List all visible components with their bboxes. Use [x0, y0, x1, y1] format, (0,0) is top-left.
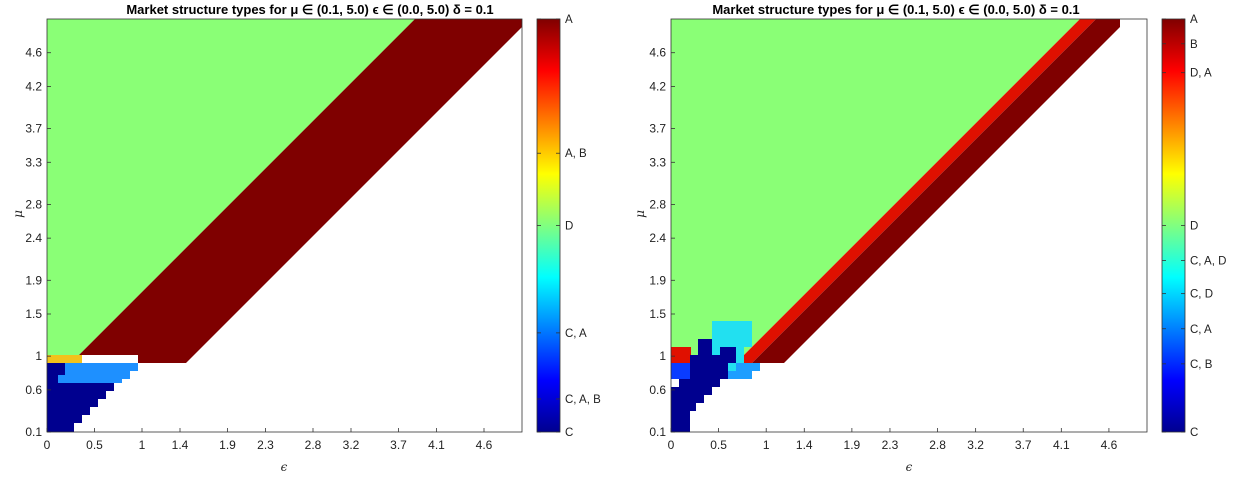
left-heatmap-panel: Market structure types for μ ∈ (0.1, 5.0… [11, 2, 601, 474]
y-tick-label: 4.6 [25, 46, 42, 60]
right-region-ca [728, 363, 760, 379]
y-tick-label: 4.2 [649, 79, 666, 93]
colorbar-label: C, A, B [565, 394, 601, 406]
right-region-c-lower [671, 400, 690, 432]
left-plot-area [46, 18, 523, 433]
left-heatmap-cells [47, 19, 522, 432]
y-tick-label: 4.2 [25, 79, 42, 93]
x-tick-label: 1.9 [219, 438, 236, 452]
right-y-axis: 0.1 0.6 1 1.5 1.9 2.4 2.8 3.3 3.7 4.2 4.6 [649, 46, 675, 439]
right-heatmap-cells [671, 19, 1120, 432]
y-tick-label: 1.9 [649, 273, 666, 287]
colorbar-label: C [565, 427, 573, 439]
y-tick-label: 2.8 [25, 197, 42, 211]
y-tick-label: 2.4 [25, 231, 42, 245]
y-tick-label: 3.7 [649, 122, 666, 136]
x-tick-label: 0.5 [86, 438, 103, 452]
right-x-axis: 0 0.5 1 1.4 1.9 2.3 2.8 3.2 3.7 4.1 4.6 [668, 428, 1118, 452]
right-heatmap-panel: Market structure types for μ ∈ (0.1, 5.0… [633, 2, 1226, 474]
left-region-ca [58, 363, 138, 383]
y-tick-label: 0.6 [649, 383, 666, 397]
x-tick-label: 4.6 [1101, 438, 1118, 452]
x-tick-label: 3.7 [1015, 438, 1032, 452]
left-y-axis: 0.1 0.6 1 1.5 1.9 2.4 2.8 3.3 3.7 4.2 4.6 [25, 46, 51, 439]
y-tick-label: 1.5 [25, 307, 42, 321]
right-colorbar-labels: A B D, A D C, A, D C, D C, A C, B C [1162, 14, 1226, 439]
left-x-axis-label: ϵ [281, 460, 288, 474]
colorbar-label: C, D [1190, 289, 1213, 301]
left-region-c [47, 363, 114, 432]
left-y-axis-label: μ [11, 210, 25, 218]
x-tick-label: 2.8 [929, 438, 946, 452]
x-tick-label: 2.3 [257, 438, 274, 452]
left-region-d [47, 19, 415, 355]
left-colorbar: A A, B D C, A C, A, B C [536, 14, 601, 439]
x-tick-label: 4.6 [476, 438, 493, 452]
right-chart-title: Market structure types for μ ∈ (0.1, 5.0… [712, 2, 1079, 17]
colorbar-label: B [1190, 39, 1198, 51]
left-region-ab [47, 355, 82, 363]
x-tick-label: 1.4 [796, 438, 813, 452]
colorbar-label: C, A [1190, 324, 1212, 336]
colorbar-label: C, B [1190, 359, 1213, 371]
y-tick-label: 1 [659, 349, 666, 363]
left-chart-title: Market structure types for μ ∈ (0.1, 5.0… [126, 2, 493, 17]
x-tick-label: 3.2 [343, 438, 360, 452]
colorbar-label: D [1190, 221, 1198, 233]
colorbar-label: A [565, 14, 573, 26]
y-tick-label: 0.6 [25, 383, 42, 397]
colorbar-label: A, B [565, 148, 587, 160]
x-tick-label: 2.8 [305, 438, 322, 452]
x-tick-label: 4.1 [428, 438, 445, 452]
right-colorbar: A B D, A D C, A, D C, D C, A C, B C [1161, 14, 1226, 439]
y-tick-label: 1 [35, 349, 42, 363]
colorbar-label: D [565, 221, 573, 233]
x-tick-label: 1 [139, 438, 146, 452]
colorbar-label: D, A [1190, 68, 1212, 80]
right-region-a [752, 19, 1120, 363]
colorbar-label: C, A, D [1190, 256, 1226, 268]
x-tick-label: 0.5 [710, 438, 727, 452]
colorbar-label: A [1190, 14, 1198, 26]
y-tick-label: 0.1 [649, 425, 666, 439]
right-y-axis-label: μ [633, 210, 647, 218]
left-x-axis: 0 0.5 1 1.4 1.9 2.3 2.8 3.2 3.7 4.1 4.6 [44, 428, 493, 452]
y-tick-label: 2.4 [649, 231, 666, 245]
right-x-axis-label: ϵ [906, 460, 913, 474]
y-tick-label: 4.6 [649, 46, 666, 60]
y-tick-label: 3.7 [25, 122, 42, 136]
right-plot-area [670, 18, 1148, 433]
x-tick-label: 1.9 [844, 438, 861, 452]
right-region-d [671, 19, 1080, 355]
x-tick-label: 3.7 [390, 438, 407, 452]
y-tick-label: 1.5 [649, 307, 666, 321]
x-tick-label: 1.4 [172, 438, 189, 452]
x-tick-label: 4.1 [1053, 438, 1070, 452]
left-colorbar-labels: A A, B D C, A C, A, B C [537, 14, 601, 439]
x-tick-label: 1 [763, 438, 770, 452]
colorbar-label: C, A [565, 328, 587, 340]
right-region-da-block [671, 347, 691, 363]
x-tick-label: 0 [668, 438, 675, 452]
y-tick-label: 3.3 [25, 155, 42, 169]
y-tick-label: 2.8 [649, 197, 666, 211]
x-tick-label: 3.2 [967, 438, 984, 452]
y-tick-label: 1.9 [25, 273, 42, 287]
colorbar-label: C [1190, 427, 1198, 439]
right-region-da [744, 19, 1096, 363]
y-tick-label: 0.1 [25, 425, 42, 439]
y-tick-label: 3.3 [649, 155, 666, 169]
x-tick-label: 0 [44, 438, 51, 452]
x-tick-label: 2.3 [882, 438, 899, 452]
left-region-a [79, 19, 522, 363]
